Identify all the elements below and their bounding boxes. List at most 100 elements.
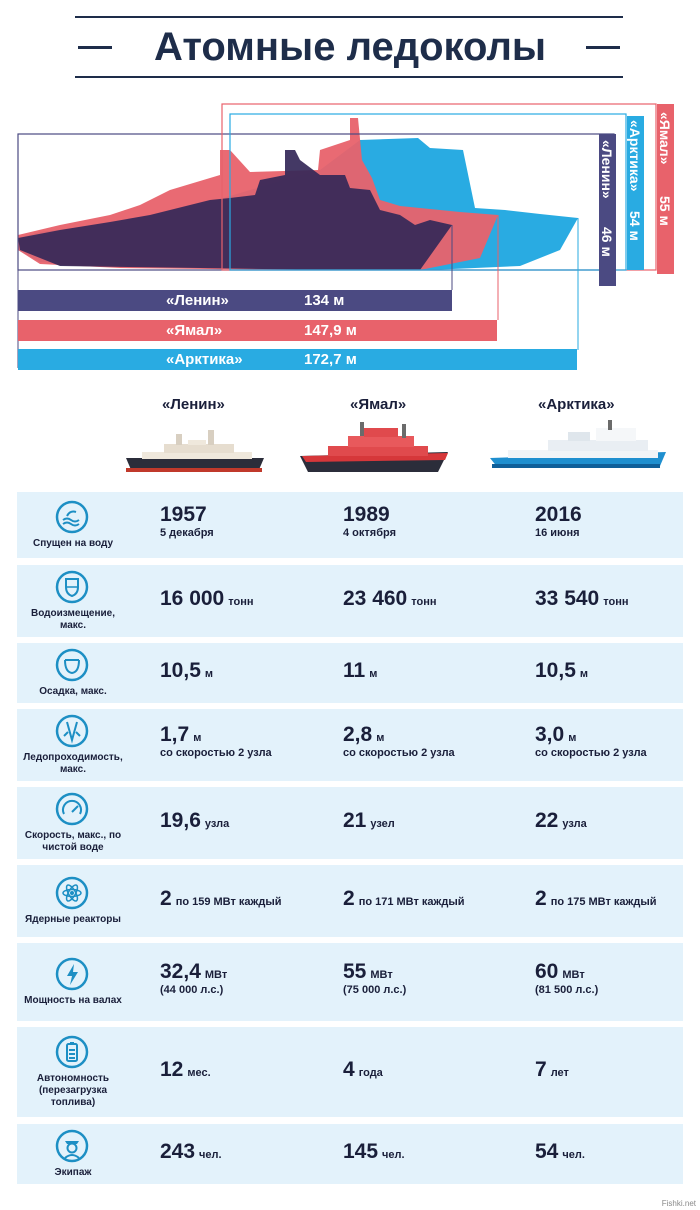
spec-subtext: 5 декабря bbox=[160, 527, 214, 539]
spec-unit: года bbox=[358, 1067, 383, 1079]
shield-icon bbox=[55, 570, 89, 604]
height-bar-arktika: «Арктика» 54 м bbox=[627, 116, 644, 270]
spec-row: Экипаж 243 чел. 145 чел. 54 чел. bbox=[17, 1124, 683, 1184]
ship-name-lenin: «Ленин» bbox=[162, 396, 225, 413]
spec-row-label: Спущен на воду bbox=[32, 538, 114, 549]
spec-cell: 4 года bbox=[343, 1058, 383, 1082]
ice-icon bbox=[55, 714, 89, 748]
spec-row-label: Ядерные реакторы bbox=[25, 914, 121, 925]
spec-cell: 22 узла bbox=[535, 809, 587, 833]
spec-row: Скорость, макс., по чистой воде 19,6 узла 2… bbox=[17, 787, 683, 859]
spec-cell: 12 мес. bbox=[160, 1058, 211, 1082]
wave-icon bbox=[55, 500, 89, 534]
height-bar-yamal-value: 55 м bbox=[657, 196, 673, 227]
spec-row-label: Скорость, макс., по чистой воде bbox=[24, 830, 122, 853]
spec-value: 21 bbox=[343, 809, 367, 832]
spec-value: 12 bbox=[160, 1058, 184, 1081]
spec-cell: 2 по 175 МВт каждый bbox=[535, 887, 656, 911]
height-bar-arktika-text: «Арктика» 54 м bbox=[627, 120, 643, 241]
spec-row-label: Экипаж bbox=[54, 1167, 92, 1178]
spec-value: 2,8 bbox=[343, 723, 373, 746]
length-bar-arktika: «Арктика» 172,7 м bbox=[18, 349, 577, 370]
ship-silhouettes bbox=[17, 103, 657, 368]
lenin-silhouette bbox=[18, 150, 452, 270]
spec-unit: тонн bbox=[603, 596, 629, 608]
spec-unit: по 159 МВт каждый bbox=[175, 896, 282, 908]
spec-cell: 21 узел bbox=[343, 809, 395, 833]
spec-cell: 60 МВт (81 500 л.с.) bbox=[535, 960, 598, 996]
spec-subtext: со скоростью 2 узла bbox=[535, 747, 647, 759]
spec-value: 55 bbox=[343, 960, 367, 983]
spec-unit: мес. bbox=[187, 1067, 211, 1079]
height-bar-arktika-name: «Арктика» bbox=[627, 120, 643, 192]
spec-cell: 33 540 тонн bbox=[535, 587, 628, 611]
spec-value: 3,0 bbox=[535, 723, 565, 746]
spec-cell: 145 чел. bbox=[343, 1140, 405, 1164]
spec-value: 4 bbox=[343, 1058, 355, 1081]
battery-icon bbox=[55, 1035, 89, 1069]
spec-cell: 32,4 МВт (44 000 л.с.) bbox=[160, 960, 227, 996]
length-bar-arktika-value: 172,7 м bbox=[304, 351, 357, 368]
spec-unit: узла bbox=[204, 818, 230, 830]
spec-unit: м bbox=[376, 732, 385, 744]
spec-value: 2 bbox=[343, 887, 355, 910]
spec-cell: 10,5 м bbox=[535, 659, 588, 683]
spec-cell: 2,8 м со скоростью 2 узла bbox=[343, 723, 455, 759]
spec-value: 22 bbox=[535, 809, 559, 832]
height-bar-yamal-text: «Ямал» 55 м bbox=[657, 112, 673, 227]
length-bar-arktika-name: «Арктика» bbox=[166, 351, 243, 368]
height-bar-yamal-name: «Ямал» bbox=[657, 112, 673, 165]
spec-cell: 55 МВт (75 000 л.с.) bbox=[343, 960, 406, 996]
ship-name-yamal: «Ямал» bbox=[350, 396, 407, 413]
spec-cell: 16 000 тонн bbox=[160, 587, 253, 611]
arktika-ship-illustration bbox=[490, 420, 666, 468]
spec-unit: м bbox=[193, 732, 202, 744]
spec-value: 1989 bbox=[343, 503, 390, 526]
spec-value: 32,4 bbox=[160, 960, 201, 983]
spec-value: 33 540 bbox=[535, 587, 600, 610]
length-bar-lenin: «Ленин» 134 м bbox=[18, 290, 452, 311]
spec-value: 2016 bbox=[535, 503, 582, 526]
spec-unit: чел. bbox=[199, 1149, 222, 1161]
ship-name-arktika: «Арктика» bbox=[538, 396, 615, 413]
spec-unit: тонн bbox=[228, 596, 254, 608]
spec-cell: 1989 4 октября bbox=[343, 503, 396, 539]
spec-row-label: Осадка, макс. bbox=[39, 686, 107, 697]
spec-row: Автономность (перезагрузка топлива) 12 мес… bbox=[17, 1027, 683, 1117]
spec-cell: 2016 16 июня bbox=[535, 503, 582, 539]
length-bar-lenin-value: 134 м bbox=[304, 292, 345, 309]
spec-row: Спущен на воду 1957 5 декабря 1989 4 октября… bbox=[17, 492, 683, 558]
spec-unit: по 171 МВт каждый bbox=[358, 896, 465, 908]
spec-subtext: 4 октября bbox=[343, 527, 396, 539]
yamal-ship-illustration bbox=[300, 422, 448, 472]
spec-cell: 23 460 тонн bbox=[343, 587, 436, 611]
spec-value: 243 bbox=[160, 1140, 196, 1163]
spec-value: 145 bbox=[343, 1140, 379, 1163]
spec-cell: 11 м bbox=[343, 659, 377, 683]
spec-row-label: Ледопроходимость, макс. bbox=[23, 752, 123, 775]
spec-cell: 19,6 узла bbox=[160, 809, 229, 833]
length-bar-lenin-name: «Ленин» bbox=[166, 292, 229, 309]
spec-value: 1,7 bbox=[160, 723, 190, 746]
spec-unit: тонн bbox=[411, 596, 437, 608]
spec-subtext: со скоростью 2 узла bbox=[343, 747, 455, 759]
spec-subtext: (44 000 л.с.) bbox=[160, 984, 224, 996]
spec-cell: 54 чел. bbox=[535, 1140, 585, 1164]
height-bar-lenin-name: «Ленин» bbox=[599, 140, 615, 199]
spec-cell: 2 по 171 МВт каждый bbox=[343, 887, 464, 911]
title-dash-left bbox=[78, 46, 112, 49]
spec-unit: МВт bbox=[204, 969, 228, 981]
height-bar-lenin: «Ленин» 46 м bbox=[599, 134, 616, 286]
spec-value: 60 bbox=[535, 960, 559, 983]
spec-cell: 1957 5 декабря bbox=[160, 503, 214, 539]
spec-row: Водоизмещение, макс. 16 000 тонн 23 460 тонн… bbox=[17, 565, 683, 637]
spec-unit: МВт bbox=[370, 969, 393, 981]
atom-icon bbox=[55, 876, 89, 910]
spec-unit: чел. bbox=[382, 1149, 405, 1161]
sailor-icon bbox=[55, 1129, 89, 1163]
length-bar-yamal-name: «Ямал» bbox=[166, 322, 223, 339]
spec-unit: узла bbox=[562, 818, 587, 830]
spec-cell: 10,5 м bbox=[160, 659, 213, 683]
draft-icon bbox=[55, 648, 89, 682]
spec-cell: 7 лет bbox=[535, 1058, 569, 1082]
